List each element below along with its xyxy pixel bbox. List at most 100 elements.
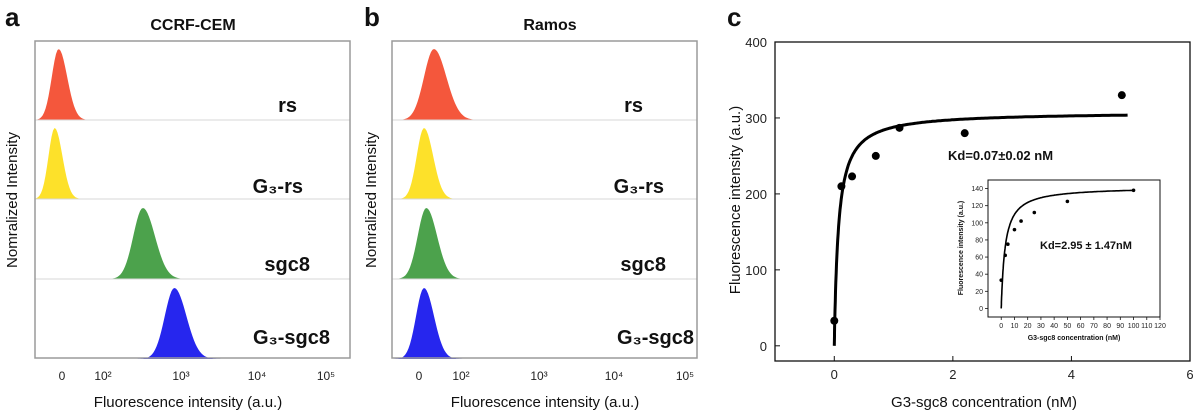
panel-b-label-g3-sgc8: G₃-sgc8 bbox=[617, 327, 694, 349]
panel-a-x-tick-3: 10⁴ bbox=[248, 369, 267, 383]
inset-point-1 bbox=[1003, 253, 1007, 258]
panel-a-x-ticks: 0 10² 10³ 10⁴ 10⁵ bbox=[59, 369, 336, 383]
panel-b-histograms bbox=[392, 49, 697, 359]
panel-c-point-0 bbox=[830, 316, 839, 325]
panel-b-hist-2 bbox=[392, 208, 697, 279]
panel-c-x-tick-2: 4 bbox=[1068, 367, 1075, 382]
inset-x-tick-1: 10 bbox=[1011, 323, 1019, 330]
panel-b-label-g3-rs: G₃-rs bbox=[614, 176, 664, 198]
inset-x-tick-12: 120 bbox=[1154, 323, 1166, 330]
panel-b-y-axis-label: Nomralized Intensity bbox=[363, 132, 380, 268]
inset-y-tick-7: 140 bbox=[971, 186, 983, 193]
inset-y-tick-0: 0 bbox=[979, 306, 983, 313]
panel-label-b: b bbox=[364, 2, 380, 32]
panel-a-x-axis-label: Fluorescence intensity (a.u.) bbox=[94, 394, 282, 411]
inset-x-tick-3: 30 bbox=[1037, 323, 1045, 330]
panel-c-point-3 bbox=[871, 151, 880, 160]
panel-b-x-ticks: 0 10² 10³ 10⁴ 10⁵ bbox=[416, 369, 695, 383]
inset-fit-curve bbox=[1000, 189, 1134, 309]
panel-c-points bbox=[830, 91, 1126, 325]
panel-c-y-tick-4: 400 bbox=[745, 35, 767, 50]
inset-x-tick-5: 50 bbox=[1063, 323, 1071, 330]
panel-a-label-rs: rs bbox=[278, 95, 297, 117]
inset-y-tick-4: 80 bbox=[975, 237, 983, 244]
panel-b-x-axis-label: Fluorescence intensity (a.u.) bbox=[451, 394, 639, 411]
inset-point-6 bbox=[1065, 199, 1070, 204]
inset-y-tick-3: 60 bbox=[975, 255, 983, 262]
panel-a-x-tick-0: 0 bbox=[59, 369, 66, 383]
inset-axes: 0 10 20 30 40 50 60 70 80 90 100 110 120020406080100… bbox=[971, 186, 1166, 330]
inset-points bbox=[999, 188, 1136, 282]
panel-c-x-tick-0: 0 bbox=[831, 367, 838, 382]
panel-a-label-sgc8: sgc8 bbox=[264, 254, 310, 276]
panel-b-hist-0 bbox=[392, 49, 697, 120]
panel-b-label-sgc8: sgc8 bbox=[620, 254, 666, 276]
panel-a-hist-0 bbox=[35, 49, 350, 120]
inset-point-7 bbox=[1131, 188, 1136, 193]
panel-b-x-tick-0: 0 bbox=[416, 369, 423, 383]
panel-a-frame bbox=[34, 40, 351, 359]
inset-point-4 bbox=[1019, 219, 1023, 223]
inset-point-5 bbox=[1032, 210, 1037, 215]
panel-c-frame bbox=[774, 41, 1191, 362]
inset-y-tick-5: 100 bbox=[971, 220, 983, 227]
panel-c-point-1 bbox=[837, 182, 846, 191]
panel-c-y-tick-0: 0 bbox=[760, 339, 767, 354]
panel-b-hist-1 bbox=[392, 128, 697, 199]
panel-c-point-5 bbox=[960, 129, 969, 138]
inset-point-2 bbox=[1006, 242, 1010, 247]
panel-b: Ramos 0 10² 10³ 10⁴ 10⁵ rs G₃-rs sgc8 G₃-sgc… bbox=[363, 17, 698, 411]
panel-c-y-tick-1: 100 bbox=[745, 263, 767, 278]
panel-c-y-tick-3: 300 bbox=[745, 111, 767, 126]
panel-a-label-g3-sgc8: G₃-sgc8 bbox=[253, 327, 330, 349]
panel-a-label-g3-rs: G₃-rs bbox=[253, 176, 303, 198]
inset-x-tick-2: 20 bbox=[1024, 323, 1032, 330]
inset-x-tick-10: 100 bbox=[1128, 323, 1140, 330]
panel-a-histograms bbox=[35, 49, 350, 359]
inset-y-tick-1: 20 bbox=[975, 289, 983, 296]
panel-b-x-tick-1: 10² bbox=[452, 369, 469, 383]
inset-frame bbox=[987, 179, 1161, 318]
panel-b-x-tick-3: 10⁴ bbox=[605, 369, 624, 383]
panel-c-y-axis-label: Fluorescence intensity (a.u.) bbox=[727, 106, 744, 294]
panel-b-x-tick-2: 10³ bbox=[530, 369, 547, 383]
panel-a-x-tick-4: 10⁵ bbox=[317, 369, 335, 383]
panel-c-point-6 bbox=[1117, 91, 1126, 100]
panel-a-x-tick-1: 10² bbox=[94, 369, 111, 383]
inset-x-tick-11: 110 bbox=[1141, 323, 1152, 330]
panel-c-y-tick-2: 200 bbox=[745, 187, 767, 202]
inset-y-tick-2: 40 bbox=[975, 272, 983, 279]
panel-c-kd-annotation: Kd=0.07±0.02 nM bbox=[948, 148, 1053, 163]
inset-x-tick-4: 40 bbox=[1050, 323, 1058, 330]
panel-label-a: a bbox=[5, 2, 20, 32]
panel-c-inset: 0 10 20 30 40 50 60 70 80 90 100 110 120020406080100… bbox=[958, 179, 1166, 342]
inset-x-axis-label: G3-sgc8 concentration (nM) bbox=[1028, 335, 1121, 342]
inset-x-tick-9: 90 bbox=[1116, 323, 1124, 330]
inset-y-axis-label: Fluorescence intensity (a.u.) bbox=[958, 201, 965, 296]
panel-b-x-tick-4: 10⁵ bbox=[676, 369, 694, 383]
panel-a: CCRF-CEM 0 10² 10³ 10⁴ 10⁵ rs G₃-rs sgc8 G₃-… bbox=[4, 17, 351, 411]
panel-c-fit-curve bbox=[832, 113, 1128, 346]
inset-y-tick-6: 120 bbox=[971, 203, 983, 210]
inset-x-tick-8: 80 bbox=[1103, 323, 1111, 330]
inset-point-3 bbox=[1012, 227, 1017, 232]
inset-kd-annotation: Kd=2.95 ± 1.47nM bbox=[1040, 240, 1132, 252]
panel-a-title: CCRF-CEM bbox=[150, 17, 235, 34]
panel-c-point-2 bbox=[848, 172, 857, 181]
panel-c-point-4 bbox=[895, 123, 904, 132]
inset-point-0 bbox=[999, 278, 1004, 282]
panel-b-frame bbox=[391, 40, 698, 359]
inset-x-tick-7: 70 bbox=[1090, 323, 1098, 330]
panel-label-c: c bbox=[727, 2, 741, 32]
panel-c-x-tick-1: 2 bbox=[949, 367, 956, 382]
panel-c-x-tick-3: 6 bbox=[1186, 367, 1193, 382]
inset-x-tick-6: 60 bbox=[1077, 323, 1085, 330]
panel-a-y-axis-label: Nomralized Intensity bbox=[4, 132, 21, 268]
panel-a-x-tick-2: 10³ bbox=[172, 369, 189, 383]
panel-b-label-rs: rs bbox=[624, 95, 643, 117]
panel-b-title: Ramos bbox=[523, 17, 576, 34]
panel-c-x-axis-label: G3-sgc8 concentration (nM) bbox=[891, 394, 1077, 411]
